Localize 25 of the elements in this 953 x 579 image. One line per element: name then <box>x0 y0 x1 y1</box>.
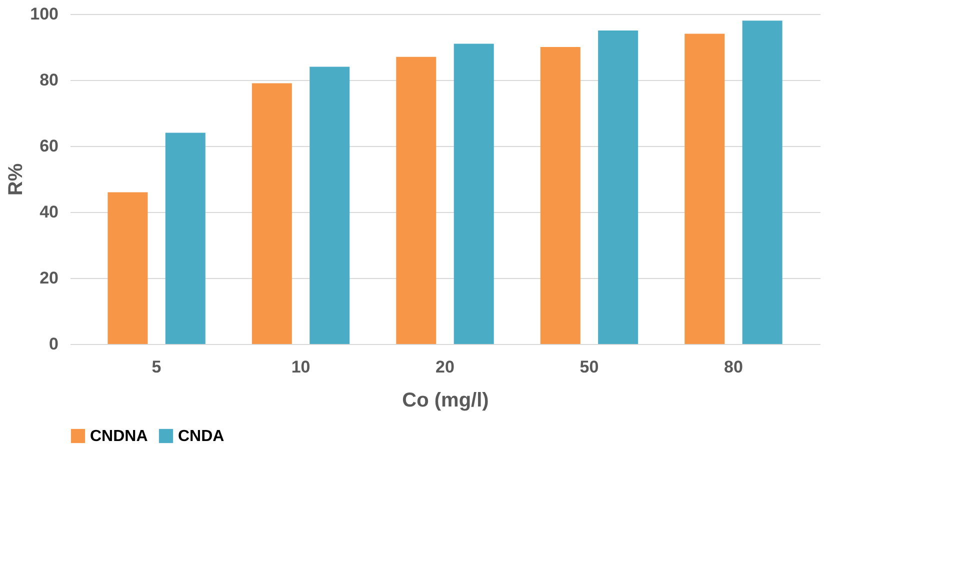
x-tick-label: 5 <box>152 358 162 376</box>
y-tick-label: 0 <box>49 334 58 354</box>
bar <box>310 66 350 344</box>
bar <box>540 47 580 344</box>
bar <box>598 30 638 344</box>
bar <box>396 56 436 344</box>
legend-label: CNDNA <box>90 428 148 445</box>
y-tick-label: 40 <box>40 202 58 222</box>
y-tick-label: 60 <box>40 136 58 156</box>
bar <box>742 20 782 344</box>
x-tick-label: 80 <box>724 358 743 376</box>
x-tick-label: 50 <box>580 358 599 376</box>
y-tick-label: 100 <box>30 4 58 24</box>
y-tick-label: 20 <box>40 268 58 288</box>
bar <box>165 132 206 344</box>
legend-label: CNDA <box>178 428 225 445</box>
x-tick-label: 10 <box>291 358 310 376</box>
bar <box>108 192 148 344</box>
y-tick-label: 80 <box>40 70 58 90</box>
bar <box>684 34 725 344</box>
x-tick-label: 20 <box>436 358 454 376</box>
bar <box>252 83 292 344</box>
y-axis-title: R% <box>5 163 28 196</box>
x-axis-title: Co (mg/l) <box>402 390 489 412</box>
bar <box>454 44 494 344</box>
